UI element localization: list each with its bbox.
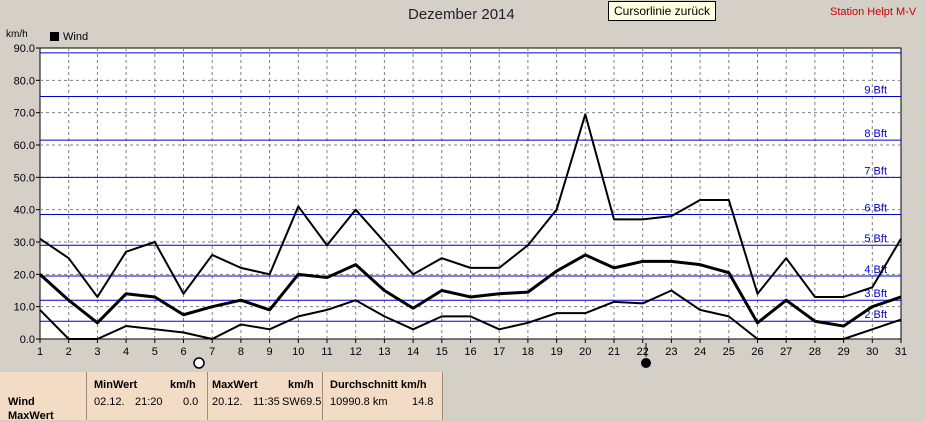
x-tick-label: 21 — [608, 346, 620, 358]
x-tick-label: 24 — [694, 346, 706, 358]
beaufort-label: 6 Bft — [864, 203, 887, 215]
min-time: 21:20 — [135, 396, 163, 408]
beaufort-label: 9 Bft — [864, 85, 887, 97]
x-tick-label: 5 — [152, 346, 158, 358]
beaufort-label: 8 Bft — [864, 128, 887, 140]
max-date: 20.12. — [212, 396, 243, 408]
series-line-min — [39, 289, 902, 340]
x-tick-label: 19 — [550, 346, 562, 358]
max-value: 69.5 — [300, 396, 322, 408]
y-tick-label: 60.0 — [14, 140, 35, 152]
x-tick-label: 9 — [267, 346, 273, 358]
max-panel: MaxWert km/h 20.12. 11:35 SW 69.5 — [208, 372, 323, 420]
x-tick-label: 16 — [464, 346, 476, 358]
y-tick-label: 30.0 — [14, 237, 35, 249]
x-tick-label: 6 — [180, 346, 186, 358]
y-tick-label: 70.0 — [14, 108, 35, 120]
y-tick-label: 0.0 — [20, 334, 35, 346]
x-tick-label: 7 — [209, 346, 215, 358]
x-tick-label: 31 — [895, 346, 907, 358]
y-axis-unit: km/h — [6, 29, 28, 40]
y-tick-label: 90.0 — [14, 43, 35, 55]
x-tick-label: 29 — [837, 346, 849, 358]
beaufort-label: 3 Bft — [864, 288, 887, 300]
row-label-wind: Wind — [8, 396, 35, 408]
max-marker — [641, 358, 651, 368]
x-tick-label: 28 — [809, 346, 821, 358]
station-name: Station Helpt M-V — [830, 6, 917, 18]
x-tick-label: 1 — [37, 346, 43, 358]
x-tick-label: 2 — [66, 346, 72, 358]
y-tick-label: 10.0 — [14, 302, 35, 314]
min-marker — [193, 357, 205, 369]
legend-swatch — [50, 32, 59, 41]
beaufort-label: 5 Bft — [864, 233, 887, 245]
max-title: MaxWert — [212, 379, 258, 391]
x-tick-label: 8 — [238, 346, 244, 358]
x-tick-label: 17 — [493, 346, 505, 358]
row-label-maxwert: MaxWert — [8, 410, 54, 422]
x-tick-label: 25 — [723, 346, 735, 358]
min-date: 02.12. — [94, 396, 125, 408]
x-tick-label: 22 — [637, 346, 649, 358]
avg-distance: 10990.8 km — [330, 396, 388, 408]
y-tick-label: 40.0 — [14, 205, 35, 217]
min-value: 0.0 — [183, 396, 199, 408]
series-line-max — [39, 113, 902, 298]
chart-title: Dezember 2014 — [408, 6, 515, 23]
min-unit: km/h — [170, 379, 196, 391]
avg-title: Durchschnitt km/h — [330, 379, 427, 391]
x-tick-label: 30 — [866, 346, 878, 358]
avg-panel: Durchschnitt km/h 10990.8 km 14.8 — [323, 372, 443, 420]
y-tick-label: 50.0 — [14, 172, 35, 184]
avg-value: 14.8 — [412, 396, 434, 408]
legend: Wind — [50, 31, 88, 43]
y-tick-label: 20.0 — [14, 269, 35, 281]
x-tick-label: 23 — [665, 346, 677, 358]
row-label-panel: Wind MaxWert — [0, 372, 87, 422]
beaufort-label: 7 Bft — [864, 165, 887, 177]
legend-label: Wind — [63, 31, 89, 43]
series-line-avg — [38, 253, 902, 328]
x-tick-label: 12 — [350, 346, 362, 358]
x-tick-label: 26 — [751, 346, 763, 358]
x-tick-label: 11 — [321, 346, 332, 358]
max-unit: km/h — [288, 379, 314, 391]
x-tick-label: 14 — [407, 346, 419, 358]
x-tick-label: 27 — [780, 346, 792, 358]
beaufort-label: 2 Bft — [864, 309, 887, 321]
x-tick-label: 3 — [94, 346, 100, 358]
x-tick-label: 13 — [378, 346, 390, 358]
min-panel: MinWert km/h 02.12. 21:20 0.0 — [87, 372, 208, 420]
x-tick-label: 15 — [436, 346, 448, 358]
wind-chart: 0.0 10.0 20.0 30.0 40.0 50.0 60.0 70.0 80.0 90.0 2… — [14, 43, 907, 369]
x-tick-label: 18 — [522, 346, 534, 358]
x-tick-label: 20 — [579, 346, 591, 358]
stats-bar: Wind MaxWert MinWert km/h 02.12. 21:20 0… — [0, 370, 925, 422]
x-tick-label: 10 — [292, 346, 304, 358]
x-tick-label: 4 — [123, 346, 129, 358]
cursor-reset-button[interactable]: Cursorlinie zurück — [608, 1, 717, 21]
max-time: 11:35 — [253, 396, 280, 408]
min-title: MinWert — [94, 379, 138, 391]
y-tick-label: 80.0 — [14, 75, 35, 87]
max-direction: SW — [282, 396, 300, 408]
